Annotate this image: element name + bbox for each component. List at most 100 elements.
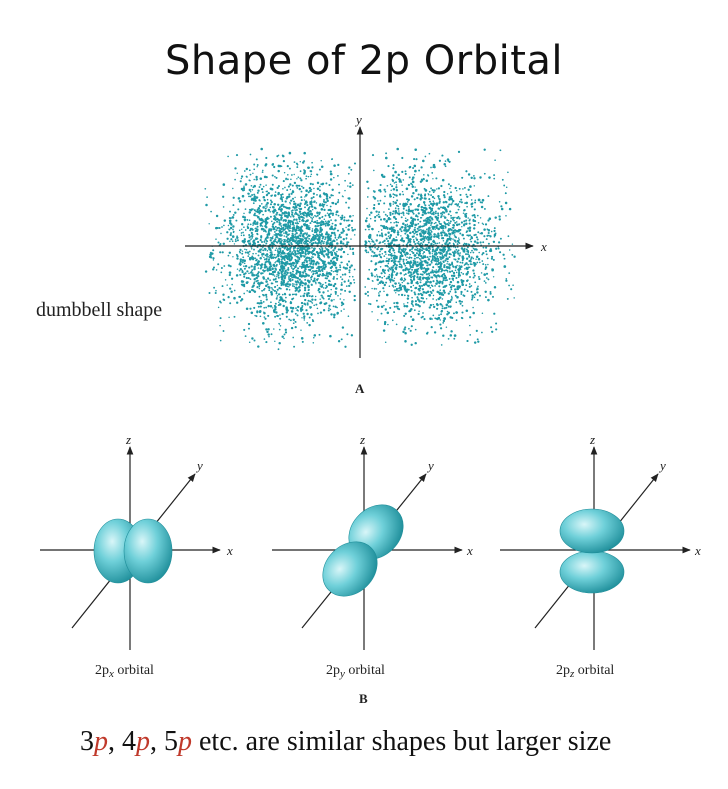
- density-dot: [423, 239, 426, 242]
- density-dot: [291, 211, 294, 214]
- density-dot: [442, 279, 445, 282]
- density-dot: [396, 199, 399, 202]
- density-dot: [271, 246, 274, 249]
- density-dot: [383, 202, 386, 205]
- density-dot: [306, 303, 309, 306]
- density-dot: [368, 278, 370, 280]
- y-axis-label: y: [354, 112, 362, 127]
- density-dot: [281, 239, 283, 241]
- density-dot: [470, 240, 473, 243]
- density-dot: [408, 227, 411, 230]
- density-dot: [250, 184, 253, 187]
- density-dot: [236, 172, 239, 175]
- density-dot: [423, 201, 426, 204]
- density-dot: [307, 289, 310, 292]
- density-dot: [249, 173, 252, 176]
- density-dot: [417, 223, 420, 225]
- density-dot: [245, 276, 248, 280]
- density-dot: [339, 276, 342, 278]
- density-dot: [410, 343, 413, 346]
- density-dot: [322, 200, 325, 203]
- density-dot: [414, 230, 418, 234]
- density-dot: [253, 184, 256, 188]
- density-dot: [348, 266, 352, 269]
- density-dot: [282, 283, 285, 286]
- density-dot: [252, 202, 255, 205]
- density-dot: [402, 258, 405, 261]
- density-dot: [384, 213, 387, 216]
- density-dot: [280, 271, 283, 273]
- density-dot: [301, 281, 304, 284]
- density-dot: [403, 214, 405, 217]
- density-dot: [228, 271, 232, 274]
- density-dot: [412, 264, 415, 267]
- density-dot: [256, 272, 260, 275]
- density-dot: [412, 305, 414, 307]
- density-dot: [274, 307, 277, 311]
- density-dot: [399, 251, 403, 254]
- density-dot: [435, 235, 437, 238]
- density-dot: [301, 238, 304, 241]
- density-dot: [315, 263, 318, 266]
- density-dot: [260, 248, 263, 250]
- density-dot: [276, 296, 278, 299]
- density-dot: [244, 229, 247, 231]
- density-dot: [433, 235, 436, 238]
- density-dot: [312, 260, 316, 263]
- density-dot: [239, 180, 242, 183]
- density-dot: [294, 209, 296, 212]
- density-dot: [480, 272, 483, 274]
- density-dot: [466, 279, 469, 282]
- density-dot: [404, 172, 407, 175]
- density-dot: [270, 290, 273, 294]
- density-dot: [461, 225, 463, 228]
- density-dot: [261, 191, 264, 193]
- density-dot: [439, 323, 442, 326]
- density-dot: [305, 265, 308, 268]
- density-dot: [449, 220, 452, 223]
- density-dot: [348, 271, 351, 274]
- density-dot: [502, 253, 505, 256]
- density-dot: [281, 199, 283, 201]
- density-dot: [459, 268, 462, 271]
- density-dot: [410, 216, 413, 220]
- x-label: x: [226, 543, 233, 558]
- density-dot: [398, 193, 402, 196]
- density-dot: [418, 257, 421, 260]
- density-dot: [471, 205, 474, 208]
- density-dot: [256, 274, 260, 278]
- density-dot: [217, 306, 220, 309]
- density-dot: [469, 234, 471, 236]
- density-dot: [477, 231, 480, 234]
- density-dot: [283, 272, 286, 275]
- density-dot: [442, 237, 445, 240]
- density-dot: [310, 260, 313, 263]
- density-dot: [270, 220, 273, 223]
- density-dot: [448, 229, 451, 232]
- density-dot: [421, 277, 425, 280]
- density-dot: [310, 239, 313, 242]
- density-dot: [412, 276, 416, 280]
- density-dot: [222, 330, 225, 332]
- density-dot: [288, 318, 291, 321]
- density-dot: [259, 305, 262, 308]
- density-dot: [495, 247, 498, 250]
- density-dot: [287, 268, 290, 271]
- density-dot: [340, 261, 343, 264]
- density-dot: [281, 335, 284, 338]
- density-dot: [425, 283, 428, 286]
- density-dot: [406, 236, 410, 240]
- density-dot: [401, 170, 404, 173]
- density-dot: [432, 226, 435, 228]
- density-dot: [448, 266, 450, 268]
- density-dot: [428, 152, 431, 155]
- density-dot: [435, 248, 438, 251]
- density-dot: [303, 316, 306, 320]
- density-dot: [424, 204, 427, 207]
- density-dot: [388, 274, 391, 276]
- density-dot: [258, 218, 261, 221]
- density-dot: [319, 273, 322, 276]
- density-dot: [442, 250, 445, 254]
- density-dot: [452, 265, 455, 268]
- density-dot: [380, 229, 383, 231]
